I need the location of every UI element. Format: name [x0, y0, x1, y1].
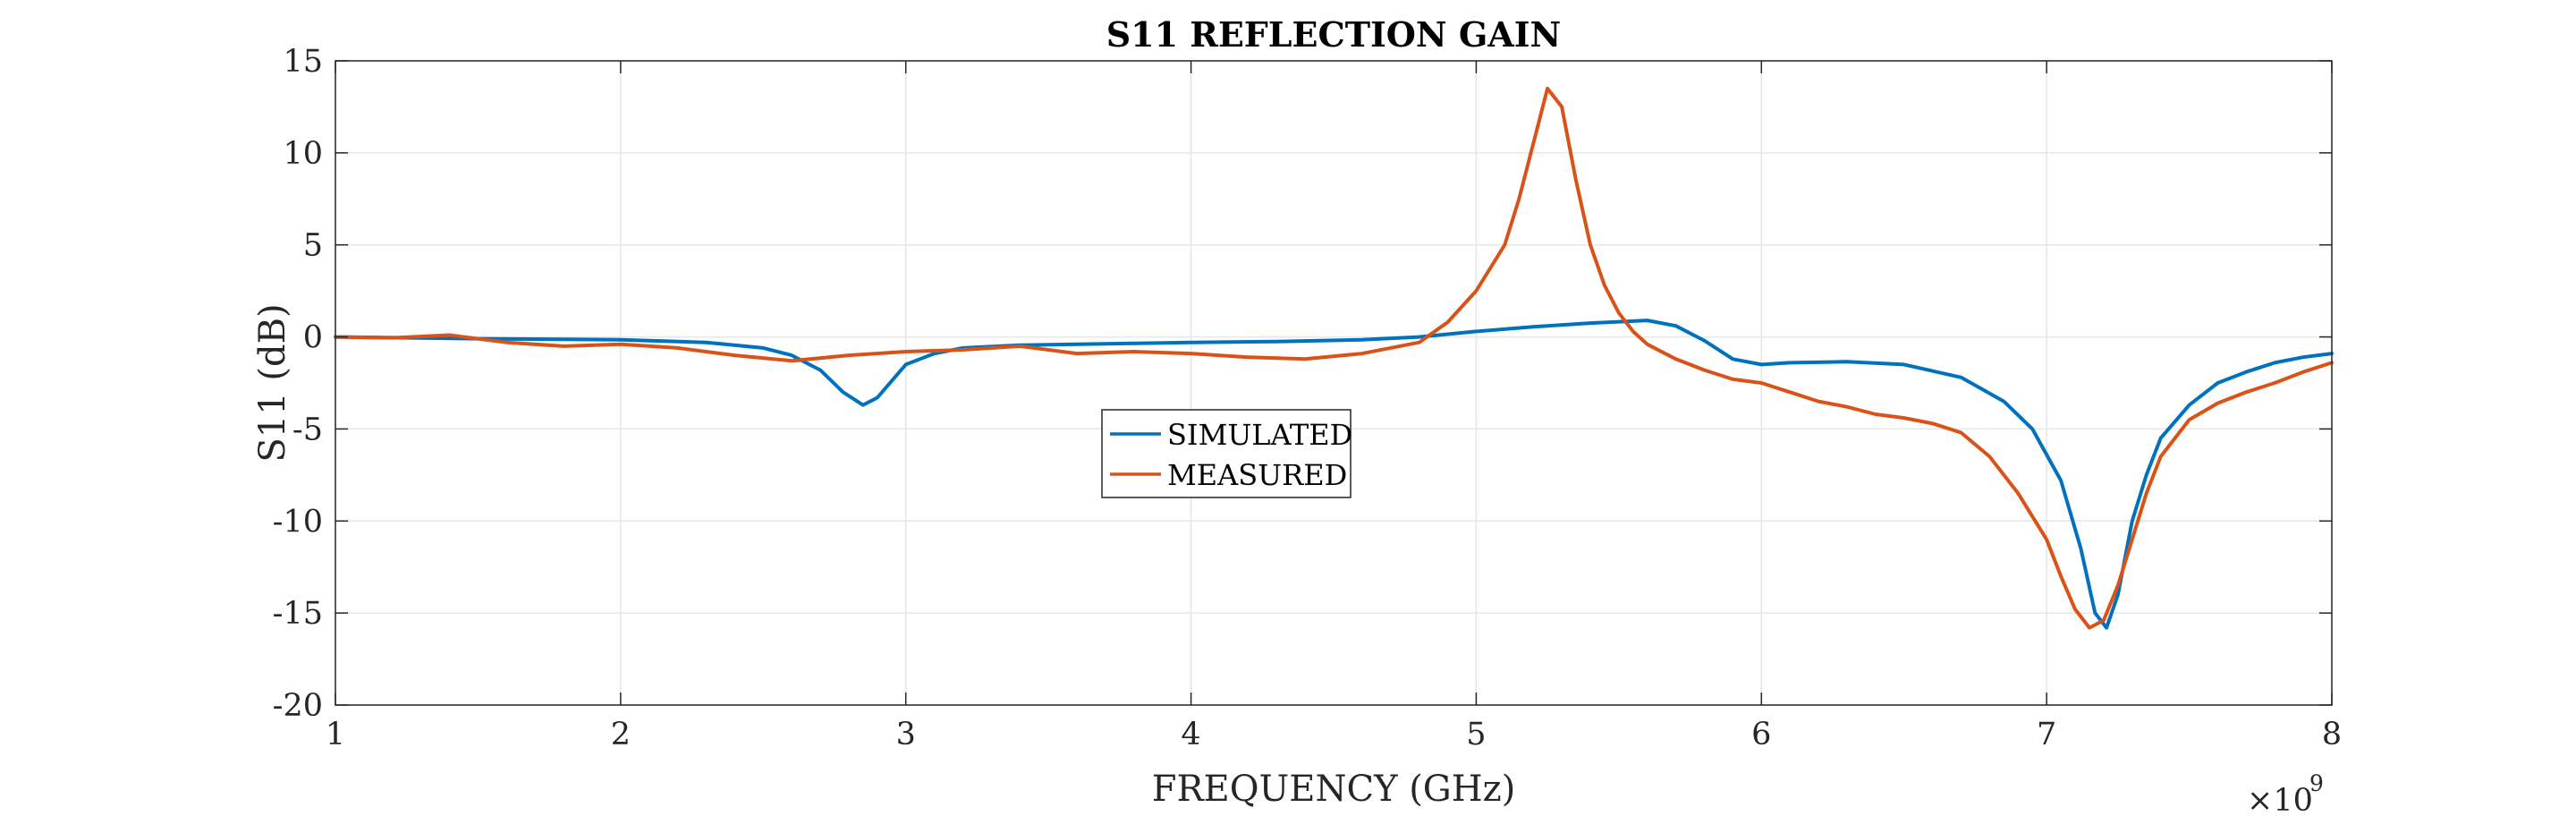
x-tick-labels: 1 2 3 4 5 6 7 8: [326, 717, 2342, 752]
plot-area-border: [335, 60, 2333, 706]
y-tick-label: -5: [292, 412, 323, 447]
legend-box: [1101, 409, 1352, 498]
series-line-simulated: [334, 319, 2334, 630]
legend-label-measured: MEASURED: [1167, 458, 1347, 492]
x-exponent-power: 9: [2309, 770, 2324, 796]
plot-area-background: [335, 61, 2332, 705]
x-exponent: ×10 9: [2247, 770, 2324, 816]
series-layer: [334, 86, 2334, 630]
x-tick-label: 2: [611, 717, 631, 752]
x-tick-label: 6: [1751, 717, 1771, 752]
y-axis-label: S11 (dB): [252, 303, 293, 462]
series-line-measured: [334, 86, 2334, 630]
x-tick-label: 8: [2322, 717, 2342, 752]
legend-label-simulated: SIMULATED: [1167, 418, 1352, 452]
x-tick-label: 5: [1466, 717, 1486, 752]
chart-title: S11 REFLECTION GAIN: [1106, 14, 1562, 55]
y-tick-label: 15: [283, 44, 323, 80]
x-tick-label: 4: [1181, 717, 1200, 752]
legend: SIMULATED MEASURED: [1101, 409, 1352, 498]
x-tick-label: 3: [896, 717, 916, 752]
x-exponent-base: ×10: [2247, 783, 2313, 816]
y-tick-label: -20: [273, 688, 323, 724]
y-tick-labels: 15 10 5 0 -5 -10 -15 -20: [273, 44, 323, 724]
x-axis-label: FREQUENCY (GHz): [1152, 769, 1516, 810]
y-tick-label: -15: [273, 596, 323, 632]
tick-marks: [335, 60, 2333, 706]
x-tick-label: 1: [326, 717, 345, 752]
y-tick-label: 5: [303, 228, 323, 264]
x-tick-label: 7: [2037, 717, 2056, 752]
y-tick-label: 10: [283, 136, 323, 172]
y-tick-label: -10: [273, 504, 323, 540]
y-tick-label: 0: [303, 320, 323, 356]
